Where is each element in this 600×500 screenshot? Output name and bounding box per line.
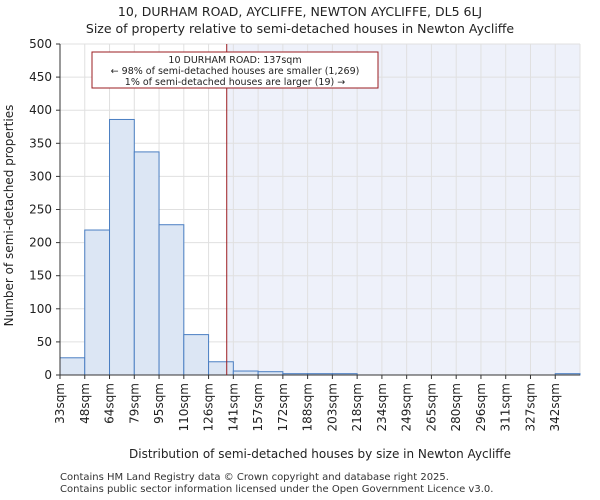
x-tick-label: 327sqm bbox=[523, 383, 537, 431]
x-tick-label: 64sqm bbox=[103, 383, 117, 424]
footer-line-1: Contains HM Land Registry data © Crown c… bbox=[60, 472, 449, 483]
bar bbox=[133, 151, 160, 376]
x-axis-label: Distribution of semi-detached houses by … bbox=[129, 447, 511, 461]
y-tick-label: 350 bbox=[29, 136, 52, 150]
x-tick-label: 141sqm bbox=[226, 383, 240, 431]
y-tick-label: 450 bbox=[29, 70, 52, 84]
footer-line-2: Contains public sector information licen… bbox=[60, 484, 494, 495]
y-tick-label: 150 bbox=[29, 269, 52, 283]
x-tick-label: 33sqm bbox=[53, 383, 67, 424]
x-tick-label: 342sqm bbox=[548, 383, 562, 431]
x-tick-label: 203sqm bbox=[325, 383, 339, 431]
x-tick-label: 296sqm bbox=[474, 383, 488, 431]
bar bbox=[208, 361, 234, 376]
x-tick-label: 48sqm bbox=[78, 383, 92, 424]
y-tick-label: 250 bbox=[29, 203, 52, 217]
chart-subtitle: Size of property relative to semi-detach… bbox=[85, 21, 515, 36]
x-tick-label: 95sqm bbox=[152, 383, 166, 424]
x-tick-label: 265sqm bbox=[424, 383, 438, 431]
bar bbox=[59, 357, 86, 376]
x-tick-label: 218sqm bbox=[350, 383, 364, 431]
y-tick-label: 500 bbox=[29, 37, 52, 51]
x-tick-label: 311sqm bbox=[499, 383, 513, 431]
x-tick-label: 249sqm bbox=[400, 383, 414, 431]
bar bbox=[84, 229, 111, 376]
x-tick-label: 280sqm bbox=[449, 383, 463, 431]
y-tick-label: 200 bbox=[29, 236, 52, 250]
bar bbox=[109, 118, 135, 376]
annotation-line-3: 1% of semi-detached houses are larger (1… bbox=[125, 77, 345, 88]
x-tick-label: 172sqm bbox=[276, 383, 290, 431]
y-tick-label: 0 bbox=[44, 368, 52, 382]
y-tick-label: 400 bbox=[29, 103, 52, 117]
x-tick-label: 188sqm bbox=[301, 383, 315, 431]
y-tick-label: 300 bbox=[29, 169, 52, 183]
annotation-line-1: 10 DURHAM ROAD: 137sqm bbox=[168, 55, 301, 66]
y-axis-label: Number of semi-detached properties bbox=[2, 105, 16, 327]
bar bbox=[183, 334, 210, 376]
bar bbox=[158, 224, 185, 376]
y-tick-label: 100 bbox=[29, 302, 52, 316]
chart-title: 10, DURHAM ROAD, AYCLIFFE, NEWTON AYCLIF… bbox=[117, 4, 483, 19]
x-tick-label: 110sqm bbox=[177, 383, 191, 431]
bar bbox=[232, 370, 259, 376]
annotation-box bbox=[91, 51, 379, 89]
y-tick-label: 50 bbox=[37, 335, 52, 349]
annotation-line-2: ← 98% of semi-detached houses are smalle… bbox=[111, 66, 360, 77]
x-tick-label: 157sqm bbox=[251, 383, 265, 431]
x-tick-label: 234sqm bbox=[375, 383, 389, 431]
x-tick-label: 79sqm bbox=[127, 383, 141, 424]
x-tick-label: 126sqm bbox=[202, 383, 216, 431]
